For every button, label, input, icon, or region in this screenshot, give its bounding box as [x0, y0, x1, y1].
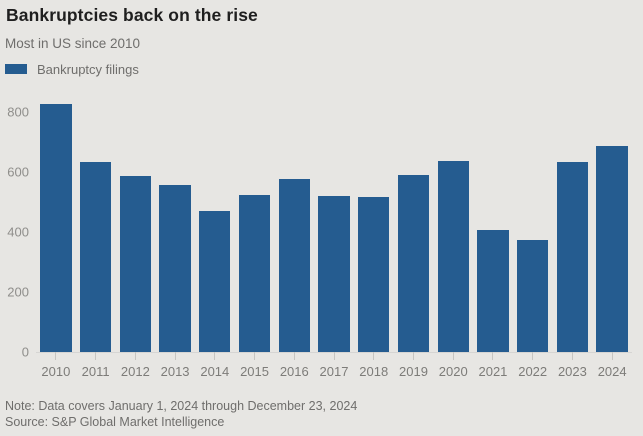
- legend-swatch-icon: [5, 64, 27, 74]
- x-tick-2014: [214, 352, 216, 360]
- chart-subtitle: Most in US since 2010: [5, 36, 141, 51]
- bar-slot-2020: [433, 100, 473, 352]
- bar-slot-2023: [553, 100, 593, 352]
- bar-2023: [556, 161, 589, 352]
- x-tick-slot-2023: [553, 352, 593, 360]
- x-tick-2017: [333, 352, 335, 360]
- x-tick-slot-2019: [394, 352, 434, 360]
- x-label-2010: 2010: [41, 364, 71, 379]
- x-label-2017: 2017: [319, 364, 349, 379]
- x-tick-2016: [293, 352, 295, 360]
- x-tick-2021: [492, 352, 494, 360]
- chart-title: Bankruptcies back on the rise: [6, 5, 258, 25]
- x-tick-slot-2012: [115, 352, 155, 360]
- bar-slot-2019: [394, 100, 434, 352]
- x-tick-slot-2010: [36, 352, 76, 360]
- bar-2018: [358, 196, 390, 352]
- bar-2016: [278, 179, 310, 352]
- x-tick-slot-2021: [473, 352, 513, 360]
- bar-2013: [159, 184, 191, 352]
- x-label-2020: 2020: [438, 364, 468, 379]
- x-tick-2018: [373, 352, 375, 360]
- bar-slot-2012: [115, 100, 155, 352]
- bar-slot-2021: [473, 100, 513, 352]
- x-label-2018: 2018: [359, 364, 389, 379]
- x-tick-2022: [532, 352, 534, 360]
- bar-2014: [199, 210, 231, 352]
- x-tick-2024: [611, 352, 613, 360]
- x-tick-slot-2013: [155, 352, 195, 360]
- y-label-800: 800: [7, 104, 29, 120]
- bar-slot-2017: [314, 100, 354, 352]
- x-label-2012: 2012: [120, 364, 150, 379]
- x-tick-2012: [134, 352, 136, 360]
- x-tick-slot-2011: [76, 352, 116, 360]
- x-label-2013: 2013: [160, 364, 190, 379]
- x-label-2014: 2014: [200, 364, 230, 379]
- bar-slot-2016: [274, 100, 314, 352]
- x-tick-slot-2015: [235, 352, 275, 360]
- bar-2015: [238, 194, 271, 352]
- bar-2017: [318, 196, 350, 352]
- bar-series: [36, 100, 632, 352]
- x-label-2024: 2024: [597, 364, 627, 379]
- y-label-0: 0: [21, 344, 29, 360]
- x-tick-2019: [412, 352, 414, 360]
- bar-slot-2022: [513, 100, 553, 352]
- bar-2010: [40, 103, 72, 352]
- bar-slot-2010: [36, 100, 76, 352]
- x-label-2019: 2019: [399, 364, 428, 379]
- bar-slot-2024: [592, 100, 632, 352]
- x-tick-2023: [571, 352, 573, 360]
- x-tick-2015: [254, 352, 256, 360]
- x-label-2023: 2023: [557, 364, 587, 379]
- plot-area: [36, 100, 632, 352]
- bar-slot-2013: [155, 100, 195, 352]
- y-label-400: 400: [7, 224, 29, 240]
- x-tick-slot-2022: [513, 352, 553, 360]
- bar-2021: [477, 230, 509, 352]
- x-label-2011: 2011: [81, 364, 110, 379]
- bar-2024: [596, 146, 628, 352]
- x-tick-slot-2017: [314, 352, 354, 360]
- x-label-2022: 2022: [518, 364, 548, 379]
- bar-2020: [437, 160, 469, 352]
- footnotes: Note: Data covers January 1, 2024 throug…: [5, 398, 357, 430]
- x-tick-2020: [452, 352, 454, 360]
- x-tick-2013: [174, 352, 176, 360]
- legend: Bankruptcy filings: [5, 61, 139, 77]
- x-tick-slot-2018: [354, 352, 394, 360]
- x-tick-slot-2020: [433, 352, 473, 360]
- x-axis-labels: 2010 2011 2012 2013 2014 2015 2016 2017 2018 2019…: [36, 364, 632, 379]
- bar-slot-2011: [76, 100, 116, 352]
- bar-slot-2014: [195, 100, 235, 352]
- x-tick-2011: [95, 352, 97, 360]
- x-tick-slot-2024: [592, 352, 632, 360]
- source-text: Source: S&P Global Market Intelligence: [5, 415, 225, 429]
- x-label-2021: 2021: [478, 364, 508, 379]
- y-label-200: 200: [7, 284, 29, 300]
- x-tick-slot-2014: [195, 352, 235, 360]
- bar-2022: [516, 240, 549, 352]
- bar-slot-2018: [354, 100, 394, 352]
- bar-2011: [79, 161, 112, 352]
- note-text: Note: Data covers January 1, 2024 throug…: [5, 399, 358, 413]
- x-tick-slot-2016: [274, 352, 314, 360]
- y-axis-labels: 0 200 400 600 800: [5, 100, 29, 359]
- bar-2019: [397, 175, 430, 352]
- x-label-2015: 2015: [240, 364, 269, 379]
- bar-slot-2015: [235, 100, 275, 352]
- legend-label: Bankruptcy filings: [37, 61, 139, 77]
- y-label-600: 600: [7, 164, 29, 180]
- x-axis-ticks: [36, 352, 632, 360]
- x-tick-2010: [55, 352, 57, 360]
- bar-2012: [119, 176, 152, 352]
- x-label-2016: 2016: [279, 364, 309, 379]
